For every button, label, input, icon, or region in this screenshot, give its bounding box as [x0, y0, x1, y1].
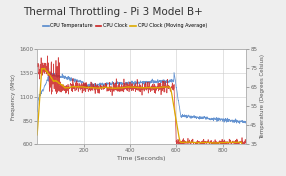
Y-axis label: Temperature (Degrees Celsius): Temperature (Degrees Celsius): [260, 54, 265, 139]
X-axis label: Time (Seconds): Time (Seconds): [117, 156, 166, 161]
Text: Thermal Throttling - Pi 3 Model B+: Thermal Throttling - Pi 3 Model B+: [23, 7, 202, 17]
Legend: CPU Temperature, CPU Clock, CPU Clock (Moving Average): CPU Temperature, CPU Clock, CPU Clock (M…: [41, 21, 209, 30]
Y-axis label: Frequency (MHz): Frequency (MHz): [11, 74, 16, 120]
